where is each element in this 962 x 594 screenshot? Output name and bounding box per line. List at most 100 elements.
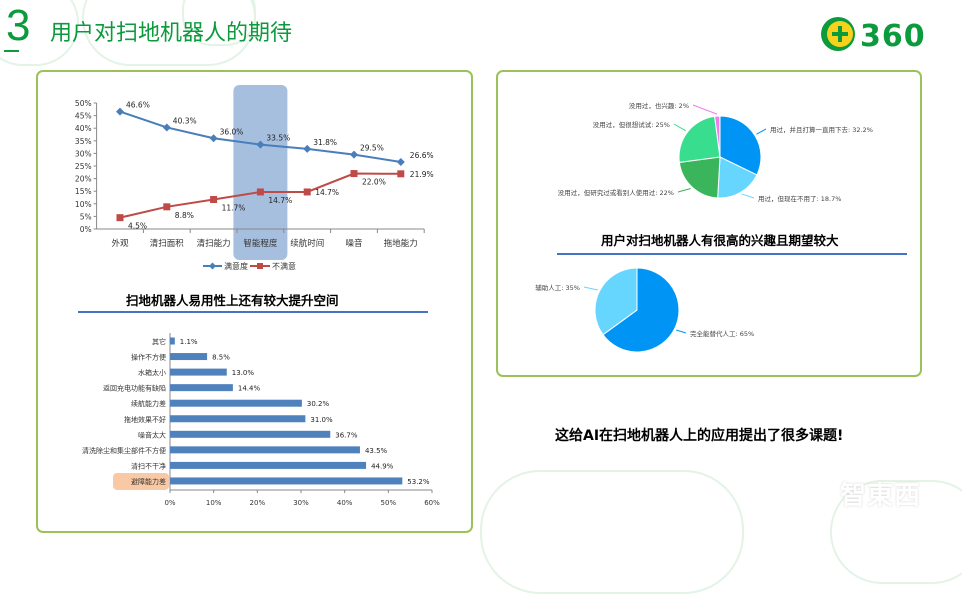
bar-category-label: 水箱太小 xyxy=(138,368,166,377)
page-title: 用户对扫地机器人的期待 xyxy=(50,21,293,46)
data-label: 36.0% xyxy=(220,127,244,136)
data-label: 8.8% xyxy=(175,211,194,220)
bar-category-label: 拖地效果不好 xyxy=(124,415,166,424)
interest-pie-slice-label: 用过，并且打算一直用下去: 32.2% xyxy=(770,125,873,134)
bar-category-label: 避障能力差 xyxy=(131,477,166,486)
legend-marker xyxy=(209,262,216,270)
expectation-pie-slice-label: 完全能替代人工: 65% xyxy=(690,329,754,338)
y-tick-label: 20% xyxy=(75,175,92,184)
x-tick-label: 外观 xyxy=(111,238,129,249)
data-point xyxy=(303,144,312,153)
interest-pie-leader-line xyxy=(692,104,718,115)
bar xyxy=(170,415,306,423)
conclusion-text: 这给AI在扫地机器人上的应用提出了很多课题! xyxy=(555,428,844,444)
data-point xyxy=(209,134,218,143)
x-tick-label: 0% xyxy=(164,499,175,507)
title-divider xyxy=(78,311,428,313)
data-point xyxy=(116,214,124,222)
interest-pie-slice-label: 用过，但现在不用了: 18.7% xyxy=(758,194,841,203)
expectation-pie-slice xyxy=(602,267,680,353)
logo-text: 360 xyxy=(860,19,926,54)
x-tick-label: 清扫面积 xyxy=(150,238,185,249)
x-tick-label: 40% xyxy=(337,499,353,507)
bar-category-label: 续航能力差 xyxy=(131,399,166,408)
interest-pie-slice-label: 没用过，也兴趣: 2% xyxy=(629,101,689,110)
data-label: 29.5% xyxy=(360,144,384,153)
legend-marker xyxy=(257,263,263,269)
bar xyxy=(170,399,302,407)
interest-pie-slice-label: 没用过，但很想试试: 25% xyxy=(593,120,670,129)
data-point xyxy=(397,170,405,178)
section-underline xyxy=(4,50,19,52)
interest-pie-leader-line xyxy=(673,123,687,132)
interest-pie-leader-line xyxy=(756,128,767,135)
x-tick-label: 10% xyxy=(206,499,222,507)
y-tick-label: 0% xyxy=(80,225,92,234)
y-tick-label: 30% xyxy=(75,149,92,158)
data-label: 40.3% xyxy=(173,116,197,125)
y-tick-label: 15% xyxy=(75,187,92,196)
x-tick-label: 60% xyxy=(424,499,440,507)
x-tick-label: 智能程度 xyxy=(243,238,278,249)
bar-value-label: 44.9% xyxy=(371,462,394,470)
bar xyxy=(170,337,175,345)
highlight-box xyxy=(113,472,169,490)
data-point xyxy=(256,140,265,149)
data-label: 14.7% xyxy=(268,196,292,205)
x-tick-label: 噪音 xyxy=(345,238,363,249)
data-label: 4.5% xyxy=(128,222,147,231)
bar-value-label: 14.4% xyxy=(238,385,261,393)
section-number: 3 xyxy=(6,1,31,50)
x-tick-label: 拖地能力 xyxy=(384,238,418,249)
data-point xyxy=(396,157,405,166)
data-label: 11.7% xyxy=(222,204,246,213)
x-tick-label: 50% xyxy=(381,499,397,507)
bar-category-label: 其它 xyxy=(152,337,166,346)
interest-pie-slice xyxy=(714,115,721,158)
data-point xyxy=(163,203,171,211)
bar xyxy=(170,477,403,485)
bar-category-label: 清扫不干净 xyxy=(131,461,166,470)
pie-chart-title: 用户对扫地机器人有很高的兴趣且期望较大 xyxy=(601,233,839,248)
data-point xyxy=(162,123,171,132)
y-tick-label: 40% xyxy=(75,124,92,133)
bar-category-label: 清洗除尘和集尘部件不方便 xyxy=(82,446,166,455)
data-point xyxy=(256,188,264,196)
logo-360-icon: 360 xyxy=(821,17,926,54)
bar-value-label: 53.2% xyxy=(407,478,430,486)
left-panel xyxy=(36,70,473,533)
bar xyxy=(170,446,360,454)
y-tick-label: 25% xyxy=(75,162,92,171)
data-label: 26.6% xyxy=(410,151,434,160)
watermark-logo: 智東西 xyxy=(840,481,922,511)
expectation-pie-leader-line xyxy=(583,286,598,291)
bar-category-label: 噪音太大 xyxy=(138,430,166,439)
data-point xyxy=(210,196,218,204)
legend-label: 不满意 xyxy=(272,261,296,271)
bar xyxy=(170,353,208,361)
data-label: 14.7% xyxy=(315,188,339,197)
bar xyxy=(170,384,233,392)
x-tick-label: 清扫能力 xyxy=(197,238,231,249)
interest-pie-slice xyxy=(678,115,721,163)
bar-value-label: 1.1% xyxy=(180,338,198,346)
bar xyxy=(170,368,227,376)
interest-pie-slice xyxy=(678,156,721,199)
x-tick-label: 20% xyxy=(250,499,266,507)
bar-value-label: 30.2% xyxy=(307,400,330,408)
expectation-pie-slice xyxy=(594,267,638,336)
satisfaction-line-chart: 0% 5% 10% 15% 20% 25% 30% 35% 40% 45% 50% 外观 清扫面积 清扫能… xyxy=(75,85,873,507)
highlight-band xyxy=(233,85,288,260)
interest-pie-leader-line xyxy=(741,193,755,199)
data-label: 21.9% xyxy=(410,170,434,179)
bar-category-label: 返回充电功能有缺陷 xyxy=(103,384,166,393)
data-label: 22.0% xyxy=(362,178,386,187)
legend-label: 满意度 xyxy=(224,261,248,271)
data-point xyxy=(303,188,311,196)
data-label: 33.5% xyxy=(266,134,290,143)
bar-value-label: 36.7% xyxy=(335,431,358,439)
y-tick-label: 50% xyxy=(75,99,92,108)
x-tick-label: 续航时间 xyxy=(290,238,324,249)
bar-category-label: 操作不方便 xyxy=(131,353,166,362)
bar-value-label: 13.0% xyxy=(232,369,255,377)
